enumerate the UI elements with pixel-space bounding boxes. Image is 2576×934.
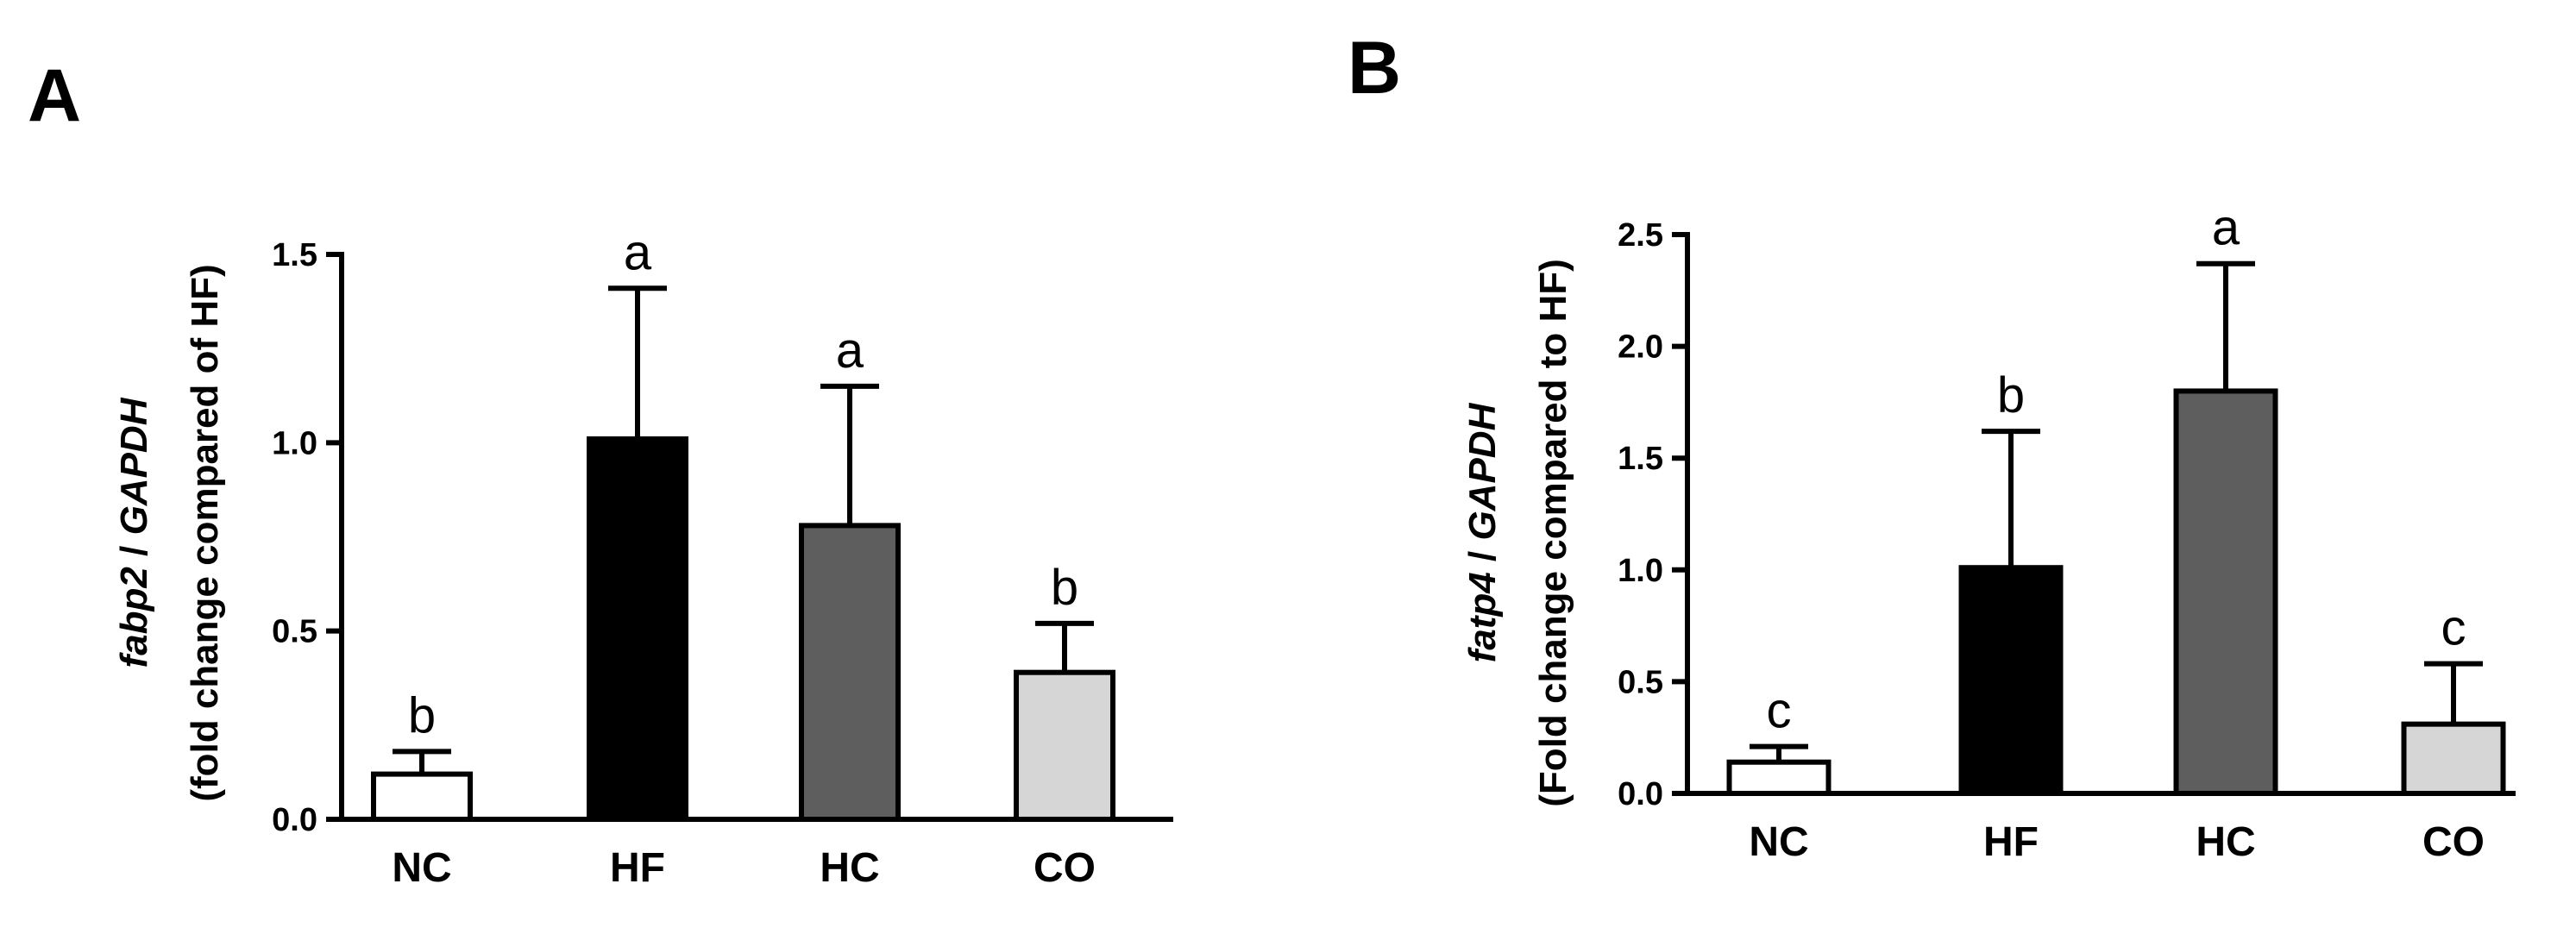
y-axis-label-a-line2: (fold change compared of HF): [184, 264, 226, 801]
significance-label-p2-hc: a: [2212, 200, 2240, 256]
significance-label-p2-hf: b: [1997, 367, 2025, 423]
bar-p2-hc: [2173, 388, 2278, 796]
y-tick-label-p1-2: 1.0: [272, 425, 317, 461]
x-tick-label-p2-nc: NC: [1749, 819, 1808, 865]
plot-area-a: 0.0 0.5 1.0 1.5 NC b HF a HC a CO b: [272, 224, 1173, 891]
x-tick-label-p1-hc: HC: [820, 845, 879, 891]
x-tick-label-p2-hc: HC: [2196, 819, 2255, 865]
y-axis-label-b-line2: (Fold change compared to HF): [1532, 259, 1574, 807]
significance-label-p1-co: b: [1051, 560, 1078, 616]
significance-label-p2-nc: c: [1767, 683, 1792, 739]
y-tick-label-p2-0: 0.0: [1618, 776, 1663, 812]
y-axis-label-b: fatp4 / GAPDH: [1461, 402, 1504, 662]
significance-label-p1-hf: a: [624, 224, 652, 280]
bar-p1-co: [1014, 669, 1115, 823]
panel-letter-b: B: [1348, 27, 1401, 110]
y-tick-label-p2-2: 1.0: [1618, 553, 1663, 589]
plot-area-b: 0.0 0.5 1.0 1.5 2.0 2.5 NC c HF b HC a CO c: [1618, 200, 2516, 865]
bar-p1-hf: [587, 436, 688, 822]
y-tick-label-p2-5: 2.5: [1618, 217, 1663, 254]
y-tick-label-p2-4: 2.0: [1618, 329, 1663, 366]
panel-a: A fabp2 / GAPDH (fold change compared of…: [28, 54, 1173, 891]
y-tick-label-p1-0: 0.0: [272, 802, 317, 838]
panel-b: B fatp4 / GAPDH (Fold change compared to…: [1348, 27, 2516, 865]
y-tick-label-p2-1: 0.5: [1618, 664, 1663, 700]
significance-label-p1-nc: b: [408, 687, 436, 743]
x-tick-label-p1-co: CO: [1034, 845, 1096, 891]
bar-p2-co: [2401, 721, 2506, 797]
bar-p1-nc: [371, 771, 473, 822]
y-tick-label-p2-3: 1.5: [1618, 441, 1663, 477]
y-tick-label-p1-1: 0.5: [272, 614, 317, 650]
x-tick-label-p2-co: CO: [2422, 819, 2485, 865]
significance-label-p1-hc: a: [836, 323, 864, 379]
bar-p1-hc: [799, 523, 901, 823]
y-axis-label-a: fabp2 / GAPDH: [113, 397, 155, 668]
x-tick-label-p2-hf: HF: [1983, 819, 2039, 865]
y-tick-label-p1-3: 1.5: [272, 237, 317, 273]
panel-letter-a: A: [28, 54, 81, 137]
x-tick-label-p1-nc: NC: [392, 845, 451, 891]
bar-p2-hf: [1958, 565, 2064, 796]
significance-label-p2-co: c: [2441, 600, 2466, 656]
bar-p2-nc: [1726, 759, 1831, 796]
x-tick-label-p1-hf: HF: [610, 845, 665, 891]
